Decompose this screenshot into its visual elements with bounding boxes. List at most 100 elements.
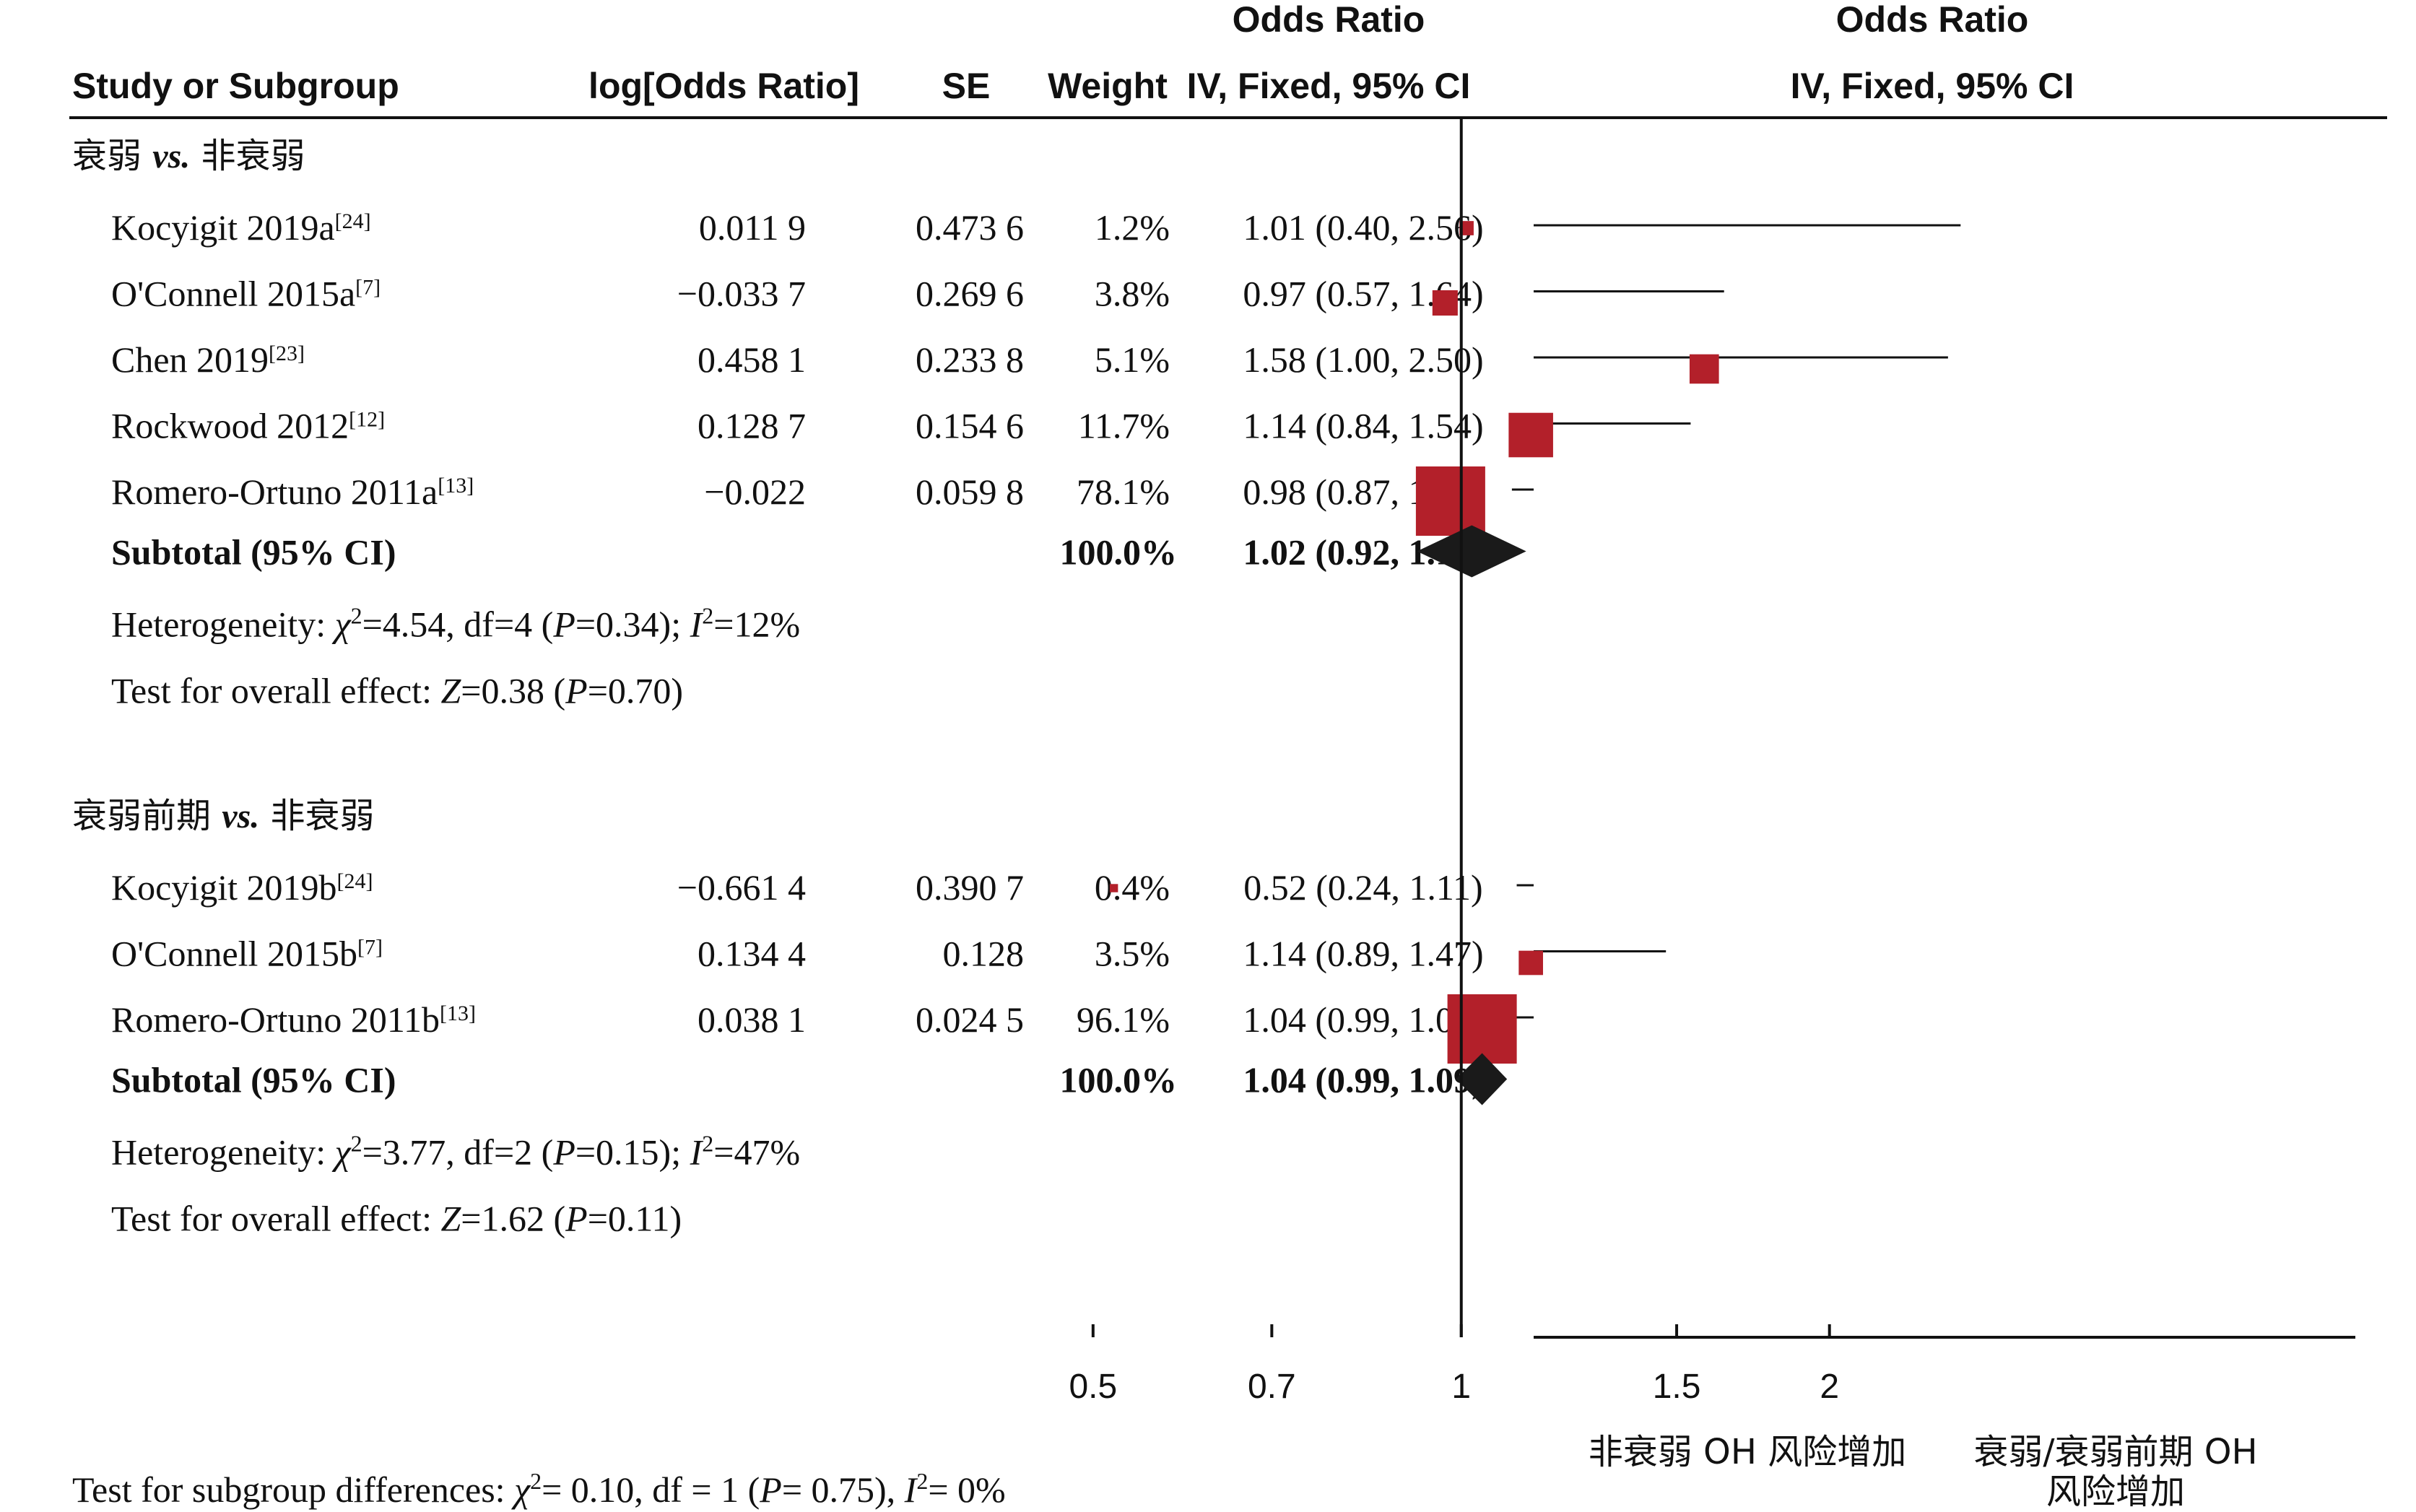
study-ref: [24] — [335, 209, 371, 233]
study-or-ci: 1.01 (0.40, 2.56) — [1243, 207, 1483, 248]
subtotal-weight: 100.0% — [1060, 532, 1178, 573]
subgroup-diff-text-part3: = 0% — [928, 1469, 1005, 1510]
heterogeneity-text-p-sym: P — [552, 1132, 575, 1173]
study-name: Kocyigit 2019b[24] — [111, 867, 373, 908]
study-name-text: Chen 2019 — [111, 339, 269, 380]
study-se: 0.473 6 — [916, 207, 1024, 248]
study-weight-marker — [1432, 290, 1458, 316]
header-plot-title: Odds Ratio — [1836, 0, 2029, 40]
study-ref: [7] — [355, 275, 381, 299]
study-name-text: Romero-Ortuno 2011b — [111, 999, 440, 1040]
subtotal-diamond — [1417, 525, 1526, 578]
study-weight: 0.4% — [1095, 867, 1170, 908]
overall-effect-text-p-sym: P — [565, 671, 588, 711]
subgroup-diff-text-chi-sup: 2 — [530, 1468, 542, 1494]
overall-effect-text-part2: =0.70) — [588, 671, 683, 711]
study-log-or: 0.038 1 — [698, 999, 806, 1040]
subgroup-title-b: 非衰弱 — [259, 796, 374, 836]
study-log-or: 0.011 9 — [699, 207, 806, 248]
subgroup-diff-text-p-sym: P — [759, 1469, 782, 1510]
study-name: Romero-Ortuno 2011b[13] — [111, 999, 476, 1040]
heterogeneity-text-i-sup: 2 — [702, 603, 713, 629]
overall-effect-text-p-sym: P — [565, 1199, 588, 1239]
heterogeneity-text: Heterogeneity: χ2=3.77, df=2 (P=0.15); I… — [111, 1131, 800, 1173]
subgroup-diff-text-part1: = 0.10, df = 1 ( — [542, 1469, 760, 1510]
study-weight-marker — [1459, 221, 1474, 235]
header-log-or: log[Odds Ratio] — [588, 66, 859, 106]
study-name-text: O'Connell 2015a — [111, 274, 355, 314]
study-ref: [12] — [349, 407, 385, 431]
heterogeneity-text-part2: =0.15); — [575, 1132, 690, 1173]
header-weight: Weight — [1048, 66, 1168, 106]
study-weight-marker — [1518, 950, 1543, 976]
x-tick-label: 2 — [1820, 1368, 1839, 1406]
study-weight-marker — [1508, 412, 1553, 458]
x-tick-label: 0.5 — [1069, 1368, 1117, 1406]
study-se: 0.154 6 — [916, 406, 1024, 446]
subtotal-diamond — [1456, 1053, 1508, 1105]
x-tick-label: 1 — [1451, 1368, 1471, 1406]
x-tick-label: 1.5 — [1653, 1368, 1701, 1406]
subgroup-diff-text-part2: = 0.75), — [782, 1469, 905, 1510]
subgroup-title-b: 非衰弱 — [190, 136, 305, 176]
heterogeneity-text-part2: =0.34); — [575, 604, 690, 645]
heterogeneity-text: Heterogeneity: χ2=4.54, df=4 (P=0.34); I… — [111, 603, 800, 645]
study-weight: 3.8% — [1095, 274, 1170, 314]
subtotal-or-ci: 1.04 (0.99, 1.09) — [1243, 1060, 1483, 1100]
study-name: Chen 2019[23] — [111, 339, 305, 380]
subgroup-diff-text-i-sym: I — [904, 1469, 918, 1510]
heterogeneity-text-part1: =4.54, df=4 ( — [362, 604, 554, 645]
study-log-or: 0.458 1 — [698, 339, 806, 380]
heterogeneity-text-chi-sup: 2 — [351, 603, 362, 629]
study-weight: 1.2% — [1095, 207, 1170, 248]
heterogeneity-text-prefix: Heterogeneity: — [111, 1132, 335, 1173]
study-name-text: Romero-Ortuno 2011a — [111, 472, 438, 512]
study-name: Kocyigit 2019a[24] — [111, 207, 371, 248]
study-log-or: −0.033 7 — [677, 274, 806, 314]
study-weight-marker — [1689, 354, 1719, 384]
study-name-text: Kocyigit 2019a — [111, 207, 335, 248]
header-or-method: IV, Fixed, 95% CI — [1187, 66, 1471, 106]
study-name: O'Connell 2015a[7] — [111, 274, 381, 314]
overall-effect-text-z-sym: Z — [440, 1199, 461, 1239]
study-ref: [13] — [438, 474, 474, 498]
study-se: 0.059 8 — [916, 472, 1024, 512]
study-ref: [24] — [336, 869, 373, 893]
study-weight: 3.5% — [1095, 934, 1170, 974]
study-name: Rockwood 2012[12] — [111, 406, 385, 446]
study-name-text: Kocyigit 2019b — [111, 867, 336, 908]
study-name: Romero-Ortuno 2011a[13] — [111, 472, 474, 512]
header-se: SE — [942, 66, 991, 106]
heterogeneity-text-prefix: Heterogeneity: — [111, 604, 335, 645]
study-log-or: 0.128 7 — [698, 406, 806, 446]
study-or-ci: 1.14 (0.89, 1.47) — [1243, 934, 1483, 974]
subgroup-diff-text-i-sup: 2 — [916, 1468, 928, 1494]
study-weight-marker — [1447, 994, 1517, 1064]
study-weight-marker — [1415, 466, 1485, 536]
overall-effect-text: Test for overall effect: Z=0.38 (P=0.70) — [111, 671, 683, 711]
study-or-ci: 1.14 (0.84, 1.54) — [1243, 406, 1483, 446]
study-name-text: Rockwood 2012 — [111, 406, 349, 446]
heterogeneity-text-chi-sym: χ — [332, 604, 352, 645]
study-or-ci: 1.58 (1.00, 2.50) — [1243, 339, 1483, 380]
study-se: 0.269 6 — [916, 274, 1024, 314]
subgroup-diff-text: Test for subgroup differences: χ2= 0.10,… — [72, 1468, 1006, 1510]
subgroup-title-vs: vs. — [222, 797, 259, 835]
favours-left-label: 非衰弱 OH 风险增加 — [1589, 1432, 1906, 1472]
subgroup-title-a: 衰弱 — [72, 136, 152, 176]
overall-effect-text-part1: =1.62 ( — [461, 1199, 565, 1239]
favours-right-label-1: 衰弱/衰弱前期 OH — [1973, 1432, 2257, 1472]
study-ref: [7] — [357, 935, 383, 959]
heterogeneity-text-part1: =3.77, df=2 ( — [362, 1132, 554, 1173]
study-se: 0.024 5 — [916, 999, 1024, 1040]
heterogeneity-text-i-sym: I — [690, 604, 704, 645]
study-log-or: 0.134 4 — [698, 934, 806, 974]
study-name-text: O'Connell 2015b — [111, 934, 357, 974]
header-or-title: Odds Ratio — [1233, 0, 1425, 40]
subgroup-title: 衰弱 vs. 非衰弱 — [72, 136, 305, 176]
favours-right-label-2: 风险增加 — [2046, 1472, 2185, 1512]
subgroup-title-a: 衰弱前期 — [72, 796, 222, 836]
heterogeneity-text-part3: =47% — [713, 1132, 800, 1173]
